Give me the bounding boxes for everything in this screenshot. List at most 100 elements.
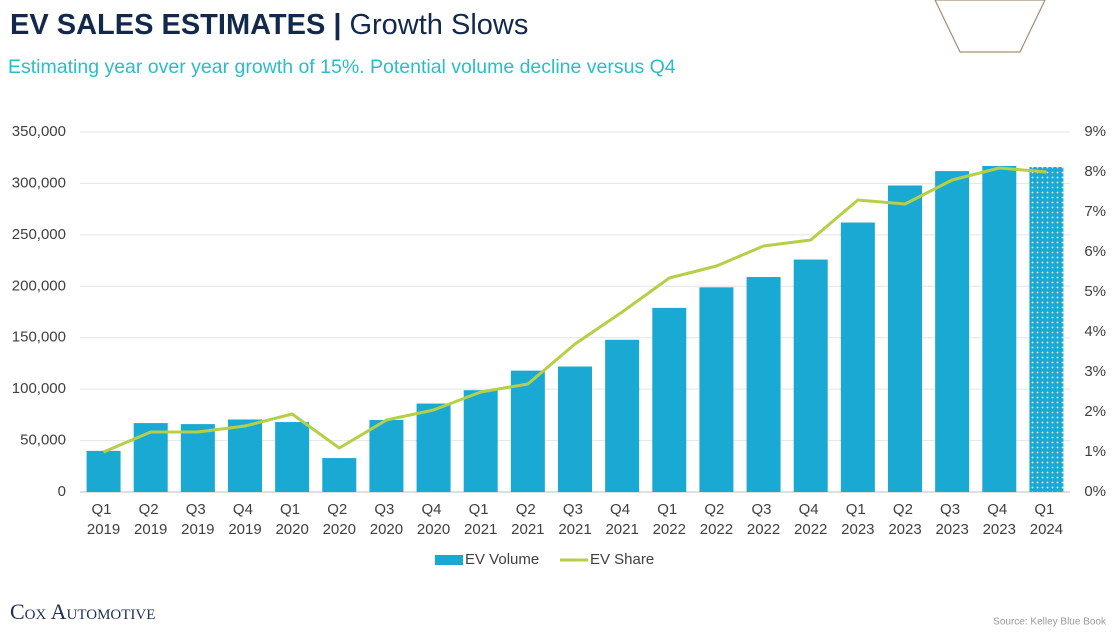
y-tick-label: 200,000 [12, 277, 66, 294]
y-tick-label: 50,000 [20, 432, 66, 449]
x-tick-line: Q2 [327, 501, 351, 518]
y2-tick-label: 5% [1084, 283, 1106, 300]
subtitle: Estimating year over year growth of 15%.… [8, 56, 676, 78]
x-tick-line: 2021 [464, 521, 497, 538]
x-tick-line: Q2 [893, 501, 917, 518]
x-tick-line: Q4 [610, 501, 634, 518]
x-tick-label: Q3 2023 [935, 501, 968, 538]
bar [840, 222, 875, 492]
bar [369, 420, 404, 492]
legend-swatch [435, 555, 463, 565]
x-tick-label: Q2 2021 [511, 501, 544, 538]
x-tick-label: Q3 2021 [558, 501, 591, 538]
y-tick-label: 250,000 [12, 226, 66, 243]
x-tick-label: Q4 2019 [228, 501, 261, 538]
x-tick-label: Q2 2022 [700, 501, 733, 538]
bar [652, 307, 687, 492]
legend-label: EV Volume [465, 551, 539, 568]
x-tick-label: Q4 2020 [417, 501, 450, 538]
legend-label: EV Share [590, 551, 654, 568]
x-tick-line: 2019 [181, 521, 214, 538]
bar [746, 277, 781, 492]
y-tick-label: 150,000 [12, 329, 66, 346]
bar [275, 422, 310, 492]
bar [935, 171, 970, 493]
x-tick-line: Q4 [421, 501, 445, 518]
x-tick-line: Q3 [563, 501, 587, 518]
x-tick-label: Q3 2019 [181, 501, 214, 538]
bar [416, 403, 451, 492]
bar [510, 370, 545, 492]
y2-tick-label: 2% [1084, 403, 1106, 420]
bar [605, 339, 640, 492]
x-tick-line: 2022 [794, 521, 827, 538]
y2-tick-label: 9% [1084, 123, 1106, 140]
y2-tick-label: 8% [1084, 163, 1106, 180]
y-tick-label: 300,000 [12, 174, 66, 191]
x-tick-line: 2020 [323, 521, 356, 538]
x-tick-label: Q4 2022 [794, 501, 827, 538]
y-tick-label: 350,000 [12, 123, 66, 140]
x-tick-label: Q2 2020 [323, 501, 356, 538]
x-tick-line: 2019 [134, 521, 167, 538]
bar [322, 458, 357, 492]
x-tick-line: Q3 [940, 501, 964, 518]
bar [888, 185, 922, 492]
x-tick-label: Q2 2023 [888, 501, 921, 538]
x-tick-line: 2023 [841, 521, 874, 538]
x-tick-line: Q3 [186, 501, 210, 518]
y2-tick-label: 7% [1084, 203, 1106, 220]
x-tick-line: Q2 [704, 501, 728, 518]
x-tick-label: Q4 2021 [605, 501, 638, 538]
title-bold: EV SALES ESTIMATES | [10, 9, 341, 41]
x-tick-line: 2020 [417, 521, 450, 538]
x-tick-line: Q1 [469, 501, 493, 518]
y2-tick-label: 0% [1084, 483, 1106, 500]
x-tick-line: 2023 [983, 521, 1016, 538]
x-tick-line: Q2 [516, 501, 540, 518]
x-tick-line: Q1 [1034, 501, 1058, 518]
title-light: Growth Slows [349, 9, 528, 41]
bar [180, 424, 215, 492]
x-tick-line: Q2 [139, 501, 163, 518]
bar [982, 165, 1017, 492]
y2-tick-label: 3% [1084, 363, 1106, 380]
bar [463, 390, 498, 492]
y-tick-label: 100,000 [12, 380, 66, 397]
x-tick-line: 2019 [87, 521, 120, 538]
x-tick-line: 2023 [935, 521, 968, 538]
x-tick-label: Q3 2020 [370, 501, 403, 538]
x-tick-line: 2022 [653, 521, 686, 538]
x-tick-label: Q1 2023 [841, 501, 874, 538]
x-tick-line: Q1 [846, 501, 870, 518]
y2-tick-label: 1% [1084, 443, 1106, 460]
y-tick-label: 0 [58, 483, 66, 500]
logo: Cox Automotive [10, 599, 155, 624]
bar [558, 366, 592, 492]
x-tick-line: 2020 [275, 521, 308, 538]
x-tick-line: Q3 [374, 501, 398, 518]
x-tick-label: Q1 2022 [653, 501, 686, 538]
x-tick-line: 2021 [605, 521, 638, 538]
source: Source: Kelley Blue Book [993, 617, 1107, 628]
x-tick-line: 2023 [888, 521, 921, 538]
bar [1029, 166, 1064, 492]
bar [793, 259, 828, 492]
x-tick-label: Q1 2024 [1030, 501, 1063, 538]
x-tick-line: 2021 [558, 521, 591, 538]
x-tick-label: Q2 2019 [134, 501, 167, 538]
x-tick-line: 2020 [370, 521, 403, 538]
x-tick-line: Q3 [751, 501, 775, 518]
x-tick-line: Q4 [799, 501, 823, 518]
x-tick-label: Q4 2023 [983, 501, 1016, 538]
x-tick-line: Q1 [91, 501, 115, 518]
title: EV SALES ESTIMATES | Growth Slows [10, 9, 528, 41]
bar [228, 419, 262, 492]
x-tick-line: 2022 [747, 521, 780, 538]
y2-tick-label: 6% [1084, 243, 1106, 260]
line [102, 166, 1047, 454]
x-tick-line: Q1 [657, 501, 681, 518]
x-tick-line: Q4 [233, 501, 257, 518]
